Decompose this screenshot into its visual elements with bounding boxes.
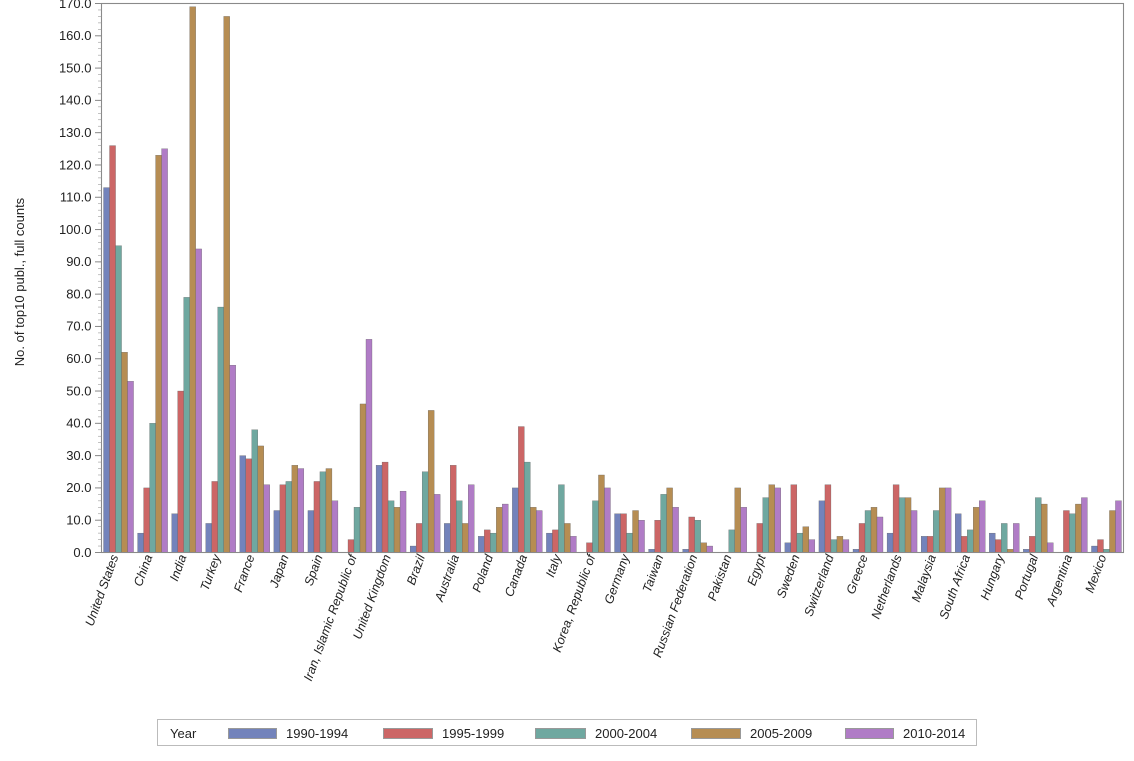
svg-text:India: India <box>167 553 189 583</box>
svg-text:Sweden: Sweden <box>774 553 803 600</box>
svg-text:Malaysia: Malaysia <box>909 553 939 604</box>
svg-text:Switzerland: Switzerland <box>801 552 837 618</box>
svg-text:90.0: 90.0 <box>66 254 91 269</box>
svg-text:110.0: 110.0 <box>60 190 92 205</box>
svg-text:140.0: 140.0 <box>59 93 92 108</box>
svg-text:Turkey: Turkey <box>198 552 224 593</box>
svg-text:Germany: Germany <box>602 552 633 606</box>
svg-text:20.0: 20.0 <box>66 480 91 495</box>
svg-text:30.0: 30.0 <box>66 448 91 463</box>
svg-text:United Kingdom: United Kingdom <box>350 553 394 641</box>
svg-text:60.0: 60.0 <box>66 351 91 366</box>
svg-text:150.0: 150.0 <box>59 60 92 75</box>
svg-text:Spain: Spain <box>302 553 326 588</box>
svg-text:130.0: 130.0 <box>59 125 92 140</box>
svg-text:United States: United States <box>83 553 122 628</box>
svg-text:Egypt: Egypt <box>745 552 769 587</box>
svg-text:50.0: 50.0 <box>66 383 91 398</box>
svg-text:170.0: 170.0 <box>59 0 92 11</box>
svg-text:France: France <box>231 553 257 594</box>
svg-text:Mexico: Mexico <box>1083 553 1110 595</box>
svg-text:100.0: 100.0 <box>59 222 92 237</box>
svg-text:0.0: 0.0 <box>73 545 91 560</box>
svg-text:80.0: 80.0 <box>66 286 91 301</box>
svg-text:South Africa: South Africa <box>937 553 973 621</box>
svg-text:Poland: Poland <box>470 552 497 594</box>
svg-text:China: China <box>131 553 155 589</box>
svg-text:Hungary: Hungary <box>978 552 1008 602</box>
svg-text:Canada: Canada <box>502 553 530 599</box>
svg-text:120.0: 120.0 <box>59 157 92 172</box>
svg-text:Netherlands: Netherlands <box>869 553 905 621</box>
svg-text:160.0: 160.0 <box>59 28 92 43</box>
svg-text:Taiwan: Taiwan <box>640 553 667 595</box>
svg-text:Pakistan: Pakistan <box>705 553 735 603</box>
svg-text:70.0: 70.0 <box>66 319 91 334</box>
svg-text:Japan: Japan <box>267 553 292 591</box>
svg-text:Brazil: Brazil <box>404 552 428 587</box>
svg-text:Italy: Italy <box>543 552 564 579</box>
svg-text:40.0: 40.0 <box>66 416 91 431</box>
svg-text:10.0: 10.0 <box>66 513 91 528</box>
svg-text:Greece: Greece <box>844 553 871 596</box>
svg-text:Argentina: Argentina <box>1043 553 1075 609</box>
svg-text:Australia: Australia <box>432 553 462 604</box>
svg-text:Portugal: Portugal <box>1012 552 1041 602</box>
